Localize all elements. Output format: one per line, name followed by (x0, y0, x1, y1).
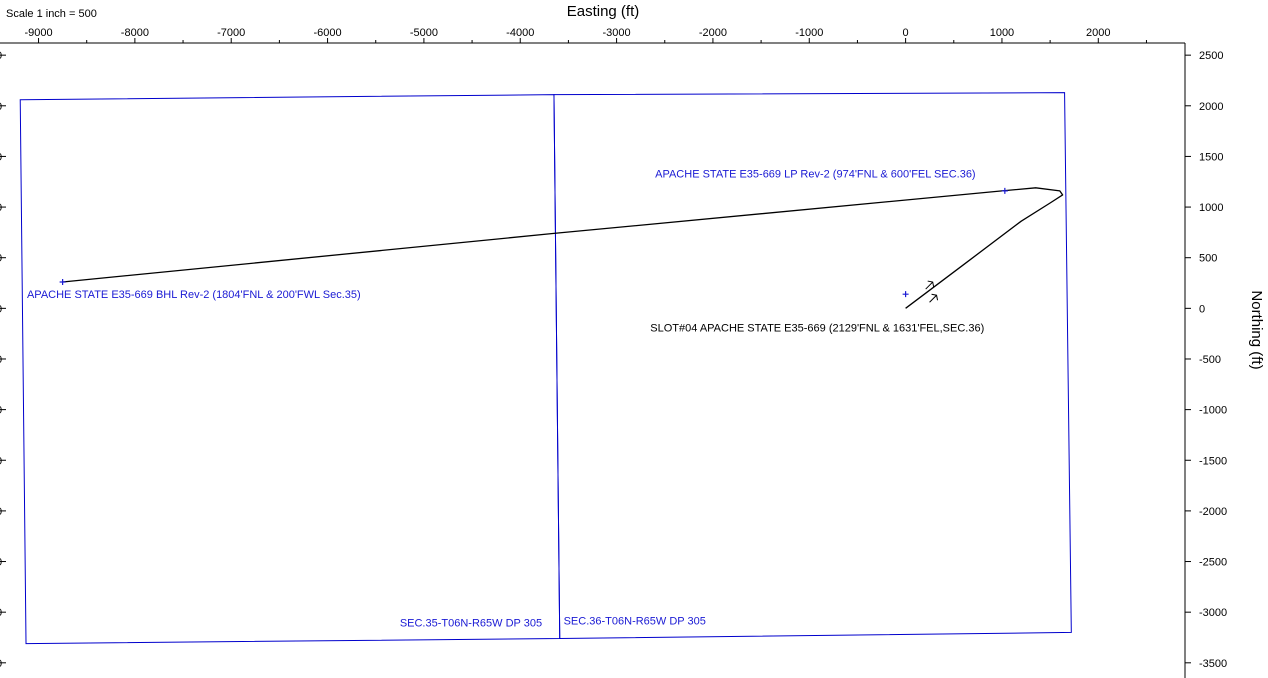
y-tick-label-left-clipped: 0 (0, 455, 2, 467)
x-tick-label: 2000 (1086, 27, 1110, 39)
target-marker (902, 291, 909, 298)
axes: -9000 -8000 -7000 -6000 -5000 -4000 -3000 -2000… (0, 27, 1227, 678)
x-tick-label: -7000 (217, 27, 245, 39)
x-tick-label: -1000 (795, 27, 823, 39)
target-label: APACHE STATE E35-669 LP Rev-2 (974'FNL &… (655, 169, 976, 181)
scale-note: Scale 1 inch = 500 (6, 8, 97, 20)
y-tick-label: 500 (1199, 253, 1217, 265)
y-tick-label-left-clipped: 0 (0, 405, 2, 417)
direction-arrow (929, 293, 939, 303)
y-tick-label-left-clipped: 0 (0, 658, 2, 670)
y-tick-label: 2500 (1199, 50, 1223, 62)
section-boundaries (19, 92, 1072, 645)
x-tick-label: -8000 (121, 27, 149, 39)
x-tick-label: -4000 (506, 27, 534, 39)
y-tick-label-left-clipped: 0 (0, 303, 2, 315)
section-label: SEC.35-T06N-R65W DP 305 (400, 617, 542, 629)
y-tick-label: -2500 (1199, 557, 1227, 569)
y-tick-label: -3500 (1199, 658, 1227, 670)
y-tick-label: -500 (1199, 354, 1221, 366)
y-tick-label-left-clipped: 0 (0, 253, 2, 265)
x-tick-label: -2000 (699, 27, 727, 39)
y-tick-label-left-clipped: 0 (0, 202, 2, 214)
y-axis-title: Northing (ft) (1248, 290, 1265, 369)
y-tick-label: -2000 (1199, 506, 1227, 518)
y-tick-label-left-clipped: 0 (0, 354, 2, 366)
section-label: SEC.36-T06N-R65W DP 305 (564, 615, 706, 627)
target-markers (59, 187, 1008, 298)
x-tick-label: -3000 (603, 27, 631, 39)
y-tick-label: -3000 (1199, 607, 1227, 619)
y-tick-label: 1500 (1199, 151, 1223, 163)
target-marker (1001, 187, 1008, 194)
x-tick-label: 0 (903, 27, 909, 39)
y-tick-label: -1500 (1199, 455, 1227, 467)
well-path-line (62, 187, 1064, 309)
y-tick-label-left-clipped: 0 (0, 557, 2, 569)
x-tick-label: 1000 (990, 27, 1014, 39)
direction-arrow (925, 280, 935, 290)
x-axis-title: Easting (ft) (567, 3, 640, 20)
y-tick-label-left-clipped: 0 (0, 151, 2, 163)
y-tick-label: 2000 (1199, 101, 1223, 113)
section-boundary (19, 94, 561, 645)
well-path-series (62, 187, 1064, 309)
annotation-labels: APACHE STATE E35-669 LP Rev-2 (974'FNL &… (27, 169, 984, 630)
y-tick-label-left-clipped: 0 (0, 101, 2, 113)
x-tick-label: -5000 (410, 27, 438, 39)
section-boundary (553, 92, 1072, 640)
y-tick-label-left-clipped: 0 (0, 607, 2, 619)
y-tick-label: 1000 (1199, 202, 1223, 214)
y-tick-label-left-clipped: 0 (0, 50, 2, 62)
y-tick-label: -1000 (1199, 405, 1227, 417)
slot-label: SLOT#04 APACHE STATE E35-669 (2129'FNL &… (650, 323, 984, 335)
x-tick-label: -9000 (24, 27, 52, 39)
target-marker (59, 279, 66, 286)
target-label: APACHE STATE E35-669 BHL Rev-2 (1804'FNL… (27, 289, 361, 301)
x-tick-label: -6000 (313, 27, 341, 39)
y-tick-label-left-clipped: 0 (0, 506, 2, 518)
y-tick-label: 0 (1199, 303, 1205, 315)
